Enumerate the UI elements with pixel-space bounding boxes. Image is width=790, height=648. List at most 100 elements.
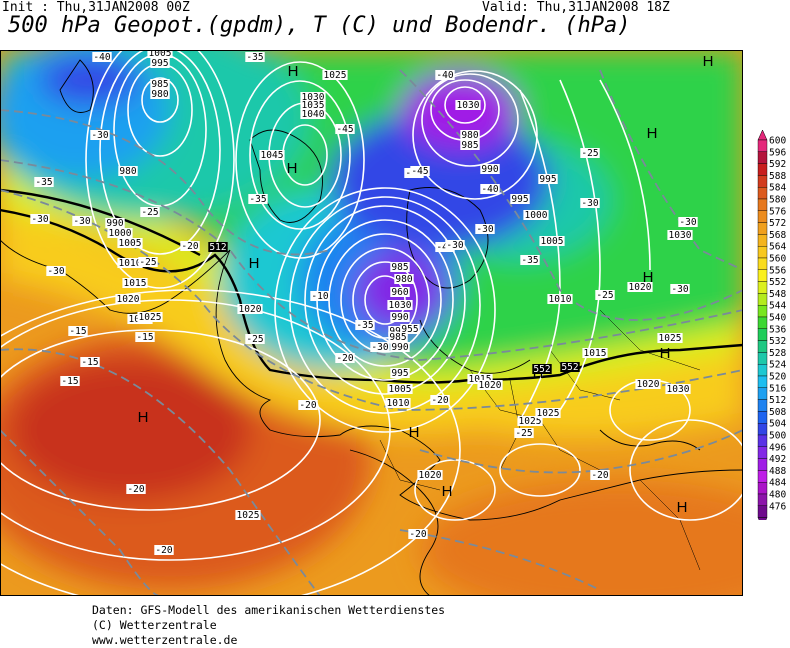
high-pressure-marker: H	[288, 63, 299, 80]
svg-text:1020: 1020	[419, 470, 442, 481]
isobar-label: 1045	[259, 150, 285, 161]
svg-text:1020: 1020	[637, 379, 660, 390]
legend-label: 564	[769, 242, 786, 253]
temperature-label: -40	[92, 52, 112, 63]
legend-label: 508	[769, 407, 786, 418]
svg-text:990: 990	[106, 218, 123, 229]
legend-swatch	[757, 505, 768, 518]
temperature-label: -30	[90, 130, 110, 141]
temperature-label: -30	[30, 214, 50, 225]
legend-label: 588	[769, 171, 786, 182]
legend-swatch	[757, 234, 768, 247]
svg-text:-30: -30	[476, 224, 493, 235]
height-contour-label: 552	[532, 364, 552, 375]
svg-text:1005: 1005	[541, 236, 564, 247]
svg-text:-45: -45	[411, 166, 428, 177]
footer-line-3: www.wetterzentrale.de	[92, 633, 238, 647]
temperature-label: -15	[60, 376, 80, 387]
svg-text:995: 995	[539, 174, 556, 185]
svg-text:1015: 1015	[469, 374, 492, 385]
legend-label: 540	[769, 313, 786, 324]
map-frame	[0, 50, 743, 596]
legend-label: 600	[769, 136, 786, 147]
temperature-label: -30	[370, 342, 390, 353]
legend-label: 552	[769, 277, 786, 288]
svg-text:-45: -45	[336, 124, 353, 135]
legend-swatch	[757, 187, 768, 200]
isobar-label: 990	[390, 312, 410, 323]
legend-label: 536	[769, 324, 786, 335]
isobar-label: 1010	[547, 294, 573, 305]
temperature-label: -15	[80, 357, 100, 368]
legend-label: 496	[769, 442, 786, 453]
legend-swatch	[757, 399, 768, 412]
temperature-label: -20	[154, 545, 174, 556]
legend-swatch	[757, 363, 768, 377]
legend-label: 532	[769, 336, 786, 347]
chart-title: 500 hPa Geopot.(gpdm), T (C) und Bodendr…	[8, 13, 631, 38]
isobar-label: 980	[394, 274, 414, 285]
svg-text:995: 995	[511, 194, 528, 205]
temperature-label: -20	[126, 484, 146, 495]
svg-text:1025: 1025	[519, 416, 542, 427]
legend-label: 580	[769, 195, 786, 206]
legend-label: 500	[769, 431, 786, 442]
isobar-label: 1025	[235, 510, 261, 521]
isobar-label: 990	[480, 164, 500, 175]
temperature-label: -35	[248, 194, 268, 205]
isobar-label: 990	[105, 218, 125, 229]
temperature-label: -35	[245, 52, 265, 63]
svg-text:-30: -30	[371, 342, 388, 353]
isobar-label: 1035	[300, 100, 326, 111]
isobar-label: 1020	[417, 470, 443, 481]
legend-swatch	[757, 293, 768, 306]
footer-line-2: (C) Wetterzentrale	[92, 618, 217, 632]
svg-text:-40: -40	[436, 70, 453, 81]
legend-swatch	[757, 175, 768, 188]
svg-text:-25: -25	[141, 207, 158, 218]
svg-text:-30: -30	[679, 217, 696, 228]
isobar-label: 980	[150, 89, 170, 100]
svg-text:-10: -10	[311, 291, 328, 302]
svg-text:1010: 1010	[387, 398, 410, 409]
legend-arrow-top	[757, 130, 768, 141]
temperature-label: -20	[298, 400, 318, 411]
legend-arrow-bottom	[757, 517, 768, 520]
svg-text:1020: 1020	[239, 304, 262, 315]
temperature-field	[0, 50, 743, 596]
legend-label: 556	[769, 265, 786, 276]
isobar-label: 1025	[137, 312, 163, 323]
temperature-label: -20	[430, 395, 450, 406]
legend-label: 592	[769, 159, 786, 170]
isobar-label: 1005	[539, 236, 565, 247]
svg-text:-25: -25	[596, 290, 613, 301]
legend-swatch	[757, 482, 768, 495]
svg-text:-25: -25	[246, 334, 263, 345]
svg-text:990: 990	[391, 342, 408, 353]
isobar-label: 1010	[385, 398, 411, 409]
svg-text:1040: 1040	[302, 109, 325, 120]
legend-label: 480	[769, 490, 786, 501]
isobar-label: 1030	[667, 230, 693, 241]
isobar-label: 1040	[300, 109, 326, 120]
svg-text:-30: -30	[446, 240, 463, 251]
svg-text:990: 990	[481, 164, 498, 175]
temperature-label: -35	[355, 320, 375, 331]
temperature-label: -25	[514, 428, 534, 439]
legend-swatch	[757, 245, 768, 259]
legend-label: 484	[769, 478, 786, 489]
svg-text:1000: 1000	[525, 210, 548, 221]
svg-text:-25: -25	[515, 428, 532, 439]
temperature-label: -30	[46, 266, 66, 277]
svg-text:955: 955	[401, 324, 418, 335]
temperature-label: -25	[580, 148, 600, 159]
isobar-label: 995	[538, 174, 558, 185]
temperature-label: -30	[445, 240, 465, 251]
svg-text:1025: 1025	[659, 333, 682, 344]
svg-text:-35: -35	[246, 52, 263, 63]
temperature-label: -25	[245, 334, 265, 345]
isobar-label: 960	[390, 287, 410, 298]
isobar-label: 1030	[300, 92, 326, 103]
legend-label: 560	[769, 254, 786, 265]
high-pressure-marker: H	[647, 125, 658, 142]
